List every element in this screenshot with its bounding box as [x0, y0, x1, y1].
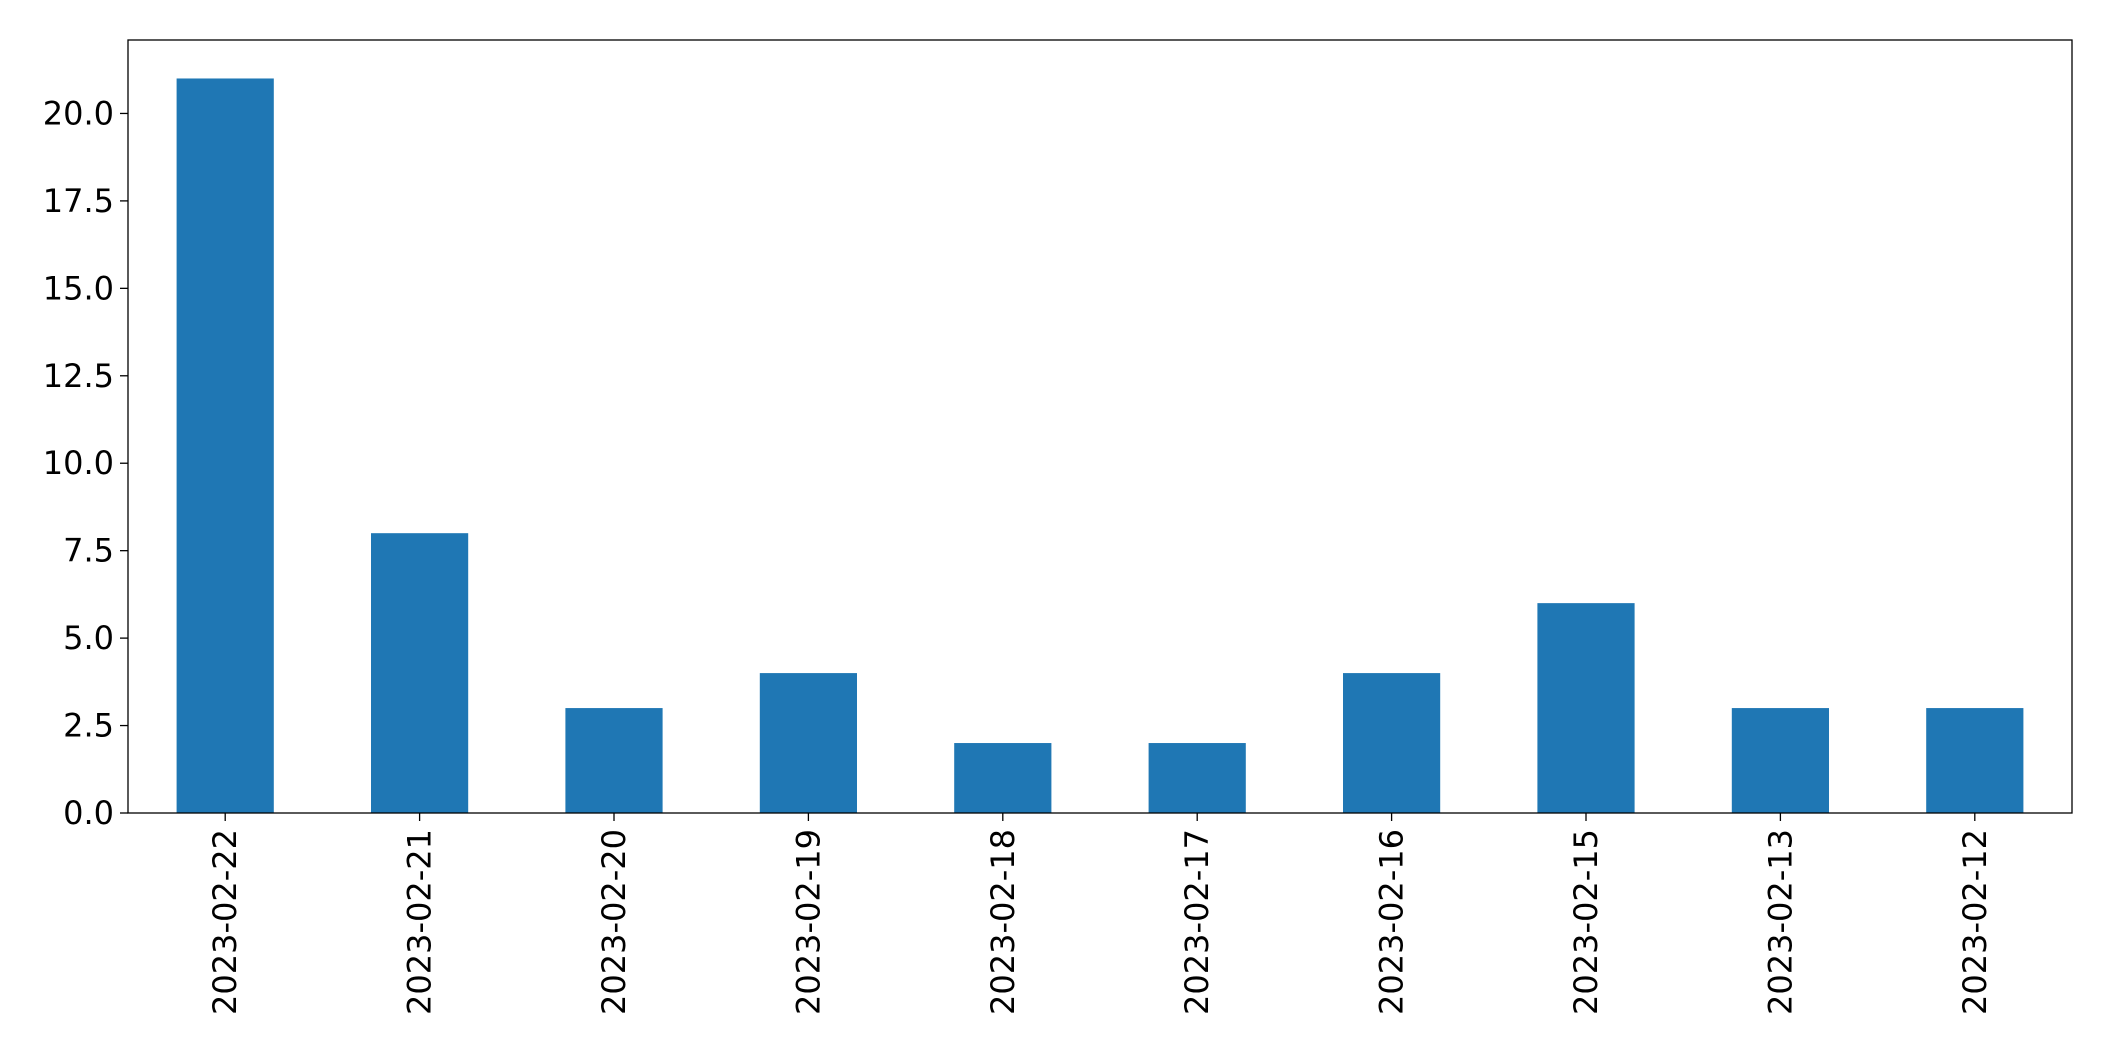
bar: [1537, 603, 1635, 813]
bar: [954, 743, 1052, 813]
x-tick-label: 2023-02-22: [206, 829, 244, 1015]
y-tick-label: 15.0: [43, 269, 114, 307]
y-tick-label: 0.0: [63, 794, 114, 832]
y-tick-label: 20.0: [43, 94, 114, 132]
bar: [371, 533, 469, 813]
plot-area-frame: [127, 39, 2073, 814]
bar: [1926, 708, 2024, 813]
x-tick-label: 2023-02-16: [1373, 829, 1411, 1015]
bar: [1343, 673, 1441, 813]
x-tick-label: 2023-02-15: [1567, 829, 1605, 1015]
y-tick-label: 17.5: [43, 182, 114, 220]
x-tick-label: 2023-02-13: [1761, 829, 1799, 1015]
bar: [565, 708, 663, 813]
y-tick-label: 12.5: [43, 357, 114, 395]
x-tick-label: 2023-02-12: [1956, 829, 1994, 1015]
bars-group: [176, 78, 2024, 814]
bar: [1731, 708, 1829, 813]
y-tick-label: 10.0: [43, 444, 114, 482]
bar: [176, 78, 274, 814]
x-tick-label: 2023-02-19: [789, 829, 827, 1015]
bar: [1148, 743, 1246, 813]
x-tick-label: 2023-02-17: [1178, 829, 1216, 1015]
y-axis: 0.0 2.5 5.0 7.5 10.0 12.5 15.0 17.5 20.0: [43, 94, 128, 832]
x-tick-label: 2023-02-18: [984, 829, 1022, 1015]
y-tick-label: 5.0: [63, 619, 114, 657]
bar: [759, 673, 857, 813]
y-tick-label: 2.5: [63, 707, 114, 745]
y-tick-label: 7.5: [63, 532, 114, 570]
x-tick-label: 2023-02-20: [595, 829, 633, 1015]
x-axis: 2023-02-22 2023-02-21 2023-02-20 2023-02-19…: [206, 813, 1994, 1015]
x-tick-label: 2023-02-21: [401, 829, 439, 1015]
